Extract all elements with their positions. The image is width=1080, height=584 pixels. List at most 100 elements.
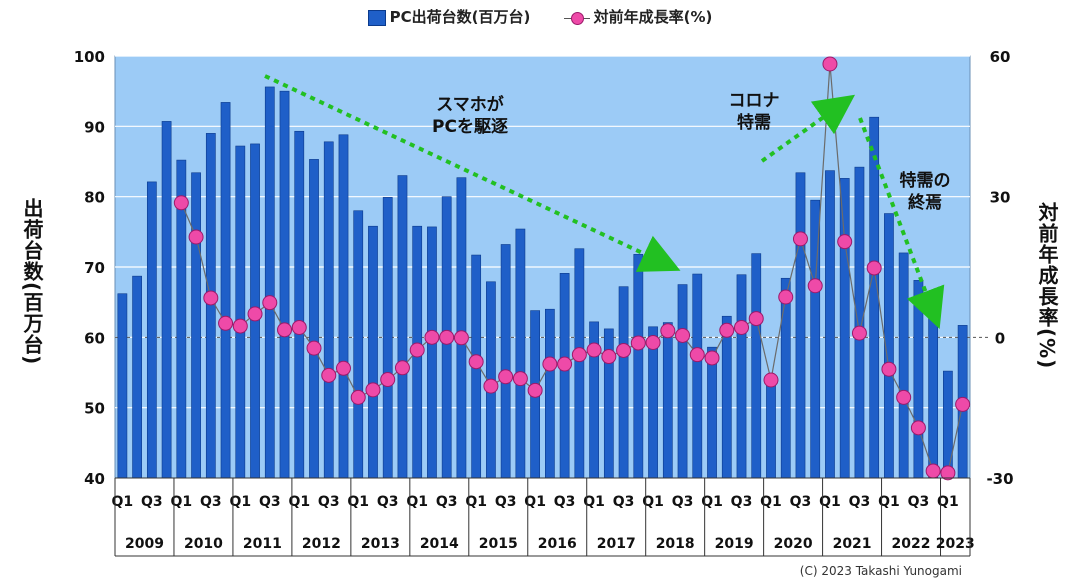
right-tick-label: 30 [990,189,1011,207]
quarter-label: Q3 [613,494,635,510]
growth-point-2012Q3 [321,367,337,383]
year-label-2014: 2014 [420,536,459,552]
bar-2021Q3 [854,166,865,479]
year-label-2010: 2010 [184,536,223,552]
quarter-label: Q1 [642,494,664,510]
growth-point-2012Q4 [335,360,351,376]
growth-point-2010Q3 [203,290,219,306]
annotation-smartphone: スマホが [436,94,504,115]
quarter-label: Q1 [937,494,959,510]
quarter-label: Q1 [112,494,134,510]
growth-point-2017Q2 [601,349,617,365]
growth-point-2012Q2 [306,340,322,356]
year-label-2021: 2021 [833,536,872,552]
growth-point-2019Q3 [734,319,750,335]
bar-2017Q4 [633,254,644,479]
quarter-label: Q3 [849,494,871,510]
quarter-label: Q1 [524,494,546,510]
bar-2019Q1 [707,346,717,479]
growth-point-2015Q3 [498,369,514,385]
bar-2010Q4 [220,102,231,479]
growth-point-2021Q4 [866,260,882,276]
growth-point-2021Q3 [851,325,867,341]
quarter-label: Q1 [878,494,900,510]
bar-2019Q4 [751,253,762,479]
growth-point-2011Q1 [232,318,248,334]
legend-bar-label: PC出荷台数(百万台) [389,8,531,26]
quarter-label: Q3 [436,494,458,510]
quarter-label: Q1 [701,494,723,510]
annotation-smartphone: PCを駆逐 [432,117,508,137]
growth-point-2022Q3 [910,420,926,436]
bar-2018Q3 [677,284,688,479]
right-tick-label: 0 [995,329,1005,347]
bar-2009Q2 [132,275,142,479]
growth-point-2012Q1 [291,319,307,335]
left-tick-label: 60 [84,329,105,347]
quarter-label: Q3 [259,494,281,510]
growth-point-2013Q4 [394,360,410,376]
growth-point-2013Q2 [365,382,381,398]
growth-point-2019Q4 [748,311,764,327]
growth-point-2011Q4 [277,322,293,338]
quarter-label: Q1 [819,494,841,510]
quarter-label: Q1 [347,494,369,510]
quarter-label: Q3 [554,494,576,510]
growth-point-2018Q3 [675,327,691,343]
growth-point-2021Q2 [837,234,853,250]
growth-point-2017Q4 [630,335,646,351]
bar-2012Q4 [338,134,349,479]
bar-2022Q2 [898,252,909,479]
growth-point-2020Q3 [792,231,808,247]
growth-point-2018Q1 [645,334,661,350]
year-label-2012: 2012 [302,536,341,552]
right-tick-label: 60 [990,48,1011,66]
quarter-label: Q3 [495,494,517,510]
decline-arrow [264,74,681,272]
growth-point-2014Q3 [439,329,455,345]
bar-2015Q4 [515,228,526,479]
growth-point-2020Q4 [807,278,823,294]
bar-2013Q4 [397,175,408,479]
bar-2021Q2 [839,178,850,479]
quarter-label: Q1 [229,494,251,510]
growth-point-2010Q1 [173,195,189,211]
bar-2017Q3 [618,286,629,479]
growth-point-2011Q2 [247,306,263,322]
demand-end-arrow [858,117,945,329]
bar-2009Q1 [117,293,128,479]
bar-2013Q3 [382,197,393,479]
quarter-label: Q3 [318,494,340,510]
covid-demand-arrow [760,94,856,163]
year-label-2019: 2019 [715,536,754,552]
left-tick-label: 100 [74,48,105,66]
bar-2022Q3 [913,280,924,479]
bar-2009Q3 [146,181,157,479]
growth-point-2014Q2 [424,329,440,345]
left-tick-label: 70 [84,259,105,277]
bar-2016Q3 [559,273,570,479]
bar-2016Q2 [545,308,555,479]
left-axis-title: 出荷台数(百万台) [20,198,44,366]
growth-point-2021Q1 [822,56,838,72]
growth-point-2017Q3 [616,342,632,358]
legend-line-label: 対前年成長率(%) [593,8,713,26]
growth-point-2016Q3 [557,356,573,372]
bar-2011Q4 [279,90,290,479]
bar-2018Q4 [692,273,703,479]
right-tick-label: -30 [986,470,1013,488]
left-tick-label: 90 [84,118,105,136]
year-label-2013: 2013 [361,536,400,552]
quarter-label: Q3 [141,494,163,510]
growth-point-2016Q1 [527,382,543,398]
year-label-2017: 2017 [597,536,636,552]
growth-point-2017Q1 [586,342,602,358]
bar-2010Q3 [205,133,216,479]
quarter-label: Q1 [465,494,487,510]
quarter-label: Q3 [908,494,930,510]
left-tick-label: 50 [84,400,105,418]
growth-point-2016Q4 [571,347,587,363]
growth-point-2022Q1 [881,361,897,377]
annotation-covid: コロナ [729,91,780,111]
annotation-end: 特需の [900,170,951,191]
